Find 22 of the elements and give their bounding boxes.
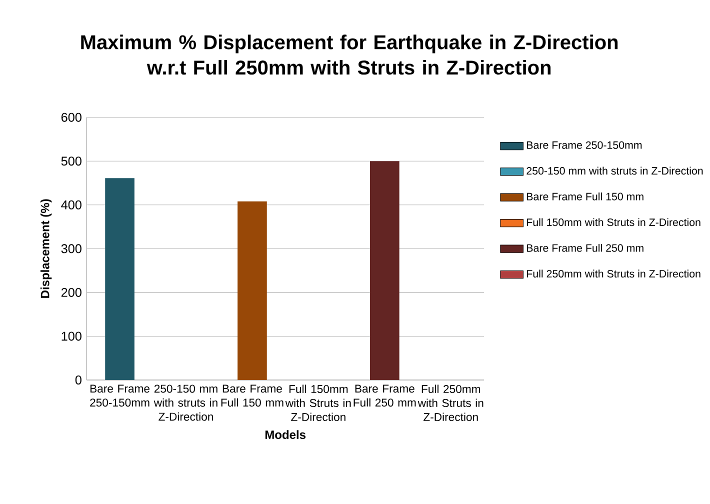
y-tick-label: 500 xyxy=(61,156,82,166)
y-tick-label: 300 xyxy=(61,244,82,254)
y-tick-label: 600 xyxy=(61,112,82,122)
y-tick-label: 400 xyxy=(61,200,82,210)
x-tick-label: Bare Frame 250-150mm xyxy=(90,384,150,407)
legend-label: 250-150 mm with struts in Z-Direction xyxy=(526,166,703,175)
y-tick-label: 0 xyxy=(75,376,82,384)
legend-label: Bare Frame Full 250 mm xyxy=(527,244,644,252)
x-tick-label: Bare Frame Full 150 mm xyxy=(221,384,284,407)
y-tick-label: 100 xyxy=(62,332,82,341)
legend-label: Bare Frame 250-150mm xyxy=(527,141,642,149)
x-tick-label: Full 250mm with Struts in Z-Direction xyxy=(418,384,484,422)
x-axis-title: Models xyxy=(265,430,306,440)
y-tick-label: 200 xyxy=(61,288,82,297)
x-tick-label: 250-150 mm with struts in Z-Direction xyxy=(154,384,218,421)
legend-label: Full 150mm with Struts in Z-Direction xyxy=(527,218,700,226)
y-axis-title: Displacement (%) xyxy=(40,199,52,298)
x-tick-label: Bare Frame Full 250 mm xyxy=(354,384,416,407)
x-tick-label: Full 150mm with Struts in Z-Direction xyxy=(285,384,351,422)
legend-label: Full 250mm with Struts in Z-Direction xyxy=(527,270,700,278)
legend-label: Bare Frame Full 150 mm xyxy=(527,192,644,200)
chart-title: Maximum % Displacement for Earthquake in Z-Direction w.r.t Full 250mm with Struts in Z-Direction xyxy=(81,34,618,75)
